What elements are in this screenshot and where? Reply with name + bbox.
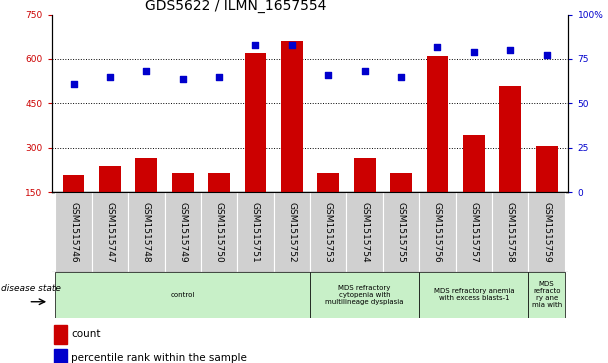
Bar bbox=[274, 192, 310, 272]
Text: percentile rank within the sample: percentile rank within the sample bbox=[71, 353, 247, 363]
Bar bbox=[201, 192, 237, 272]
Point bbox=[469, 49, 478, 55]
Bar bbox=[92, 192, 128, 272]
Bar bbox=[317, 173, 339, 192]
Bar bbox=[347, 192, 383, 272]
Bar bbox=[536, 146, 558, 192]
Bar bbox=[420, 192, 455, 272]
Point bbox=[323, 72, 333, 78]
Bar bbox=[208, 173, 230, 192]
Bar bbox=[427, 56, 448, 192]
Text: count: count bbox=[71, 329, 101, 339]
Bar bbox=[420, 272, 528, 318]
Text: GSM1515757: GSM1515757 bbox=[469, 202, 478, 263]
Bar bbox=[55, 192, 92, 272]
Text: GSM1515759: GSM1515759 bbox=[542, 202, 551, 263]
Bar bbox=[54, 348, 67, 363]
Text: GSM1515748: GSM1515748 bbox=[142, 202, 151, 263]
Point bbox=[396, 74, 406, 80]
Text: GSM1515751: GSM1515751 bbox=[251, 202, 260, 263]
Text: GSM1515746: GSM1515746 bbox=[69, 202, 78, 263]
Bar bbox=[55, 272, 310, 318]
Bar bbox=[165, 192, 201, 272]
Point bbox=[250, 42, 260, 48]
Bar bbox=[383, 192, 420, 272]
Text: MDS refractory anemia
with excess blasts-1: MDS refractory anemia with excess blasts… bbox=[434, 289, 514, 301]
Point bbox=[287, 42, 297, 48]
Bar bbox=[499, 86, 521, 192]
Point bbox=[214, 74, 224, 80]
Bar bbox=[390, 173, 412, 192]
Text: GSM1515756: GSM1515756 bbox=[433, 202, 442, 263]
Bar bbox=[136, 158, 157, 192]
Text: GSM1515753: GSM1515753 bbox=[324, 202, 333, 263]
Bar bbox=[128, 192, 165, 272]
Text: disease state: disease state bbox=[1, 284, 61, 293]
Bar bbox=[492, 192, 528, 272]
Point bbox=[105, 74, 115, 80]
Text: GDS5622 / ILMN_1657554: GDS5622 / ILMN_1657554 bbox=[145, 0, 326, 13]
Bar bbox=[172, 173, 193, 192]
Point bbox=[69, 81, 78, 87]
Text: GSM1515752: GSM1515752 bbox=[288, 202, 296, 263]
Text: GSM1515747: GSM1515747 bbox=[105, 202, 114, 263]
Text: GSM1515758: GSM1515758 bbox=[506, 202, 515, 263]
Point bbox=[142, 69, 151, 74]
Text: MDS
refracto
ry ane
mia with: MDS refracto ry ane mia with bbox=[531, 281, 562, 309]
Bar bbox=[310, 272, 420, 318]
Bar bbox=[237, 192, 274, 272]
Text: control: control bbox=[170, 292, 195, 298]
Point bbox=[433, 44, 443, 49]
Bar bbox=[244, 53, 266, 192]
Bar bbox=[455, 192, 492, 272]
Point bbox=[360, 69, 370, 74]
Text: GSM1515754: GSM1515754 bbox=[360, 202, 369, 263]
Bar bbox=[310, 192, 347, 272]
Bar bbox=[281, 41, 303, 192]
Text: MDS refractory
cytopenia with
multilineage dysplasia: MDS refractory cytopenia with multilinea… bbox=[325, 285, 404, 305]
Point bbox=[542, 53, 551, 58]
Text: GSM1515755: GSM1515755 bbox=[396, 202, 406, 263]
Point bbox=[505, 47, 515, 53]
Bar bbox=[528, 272, 565, 318]
Point bbox=[178, 76, 187, 81]
Bar bbox=[528, 192, 565, 272]
Text: GSM1515750: GSM1515750 bbox=[215, 202, 224, 263]
Bar bbox=[99, 166, 121, 192]
Bar bbox=[54, 325, 67, 344]
Bar bbox=[463, 135, 485, 192]
Bar bbox=[63, 175, 85, 192]
Bar bbox=[354, 158, 376, 192]
Text: GSM1515749: GSM1515749 bbox=[178, 202, 187, 263]
